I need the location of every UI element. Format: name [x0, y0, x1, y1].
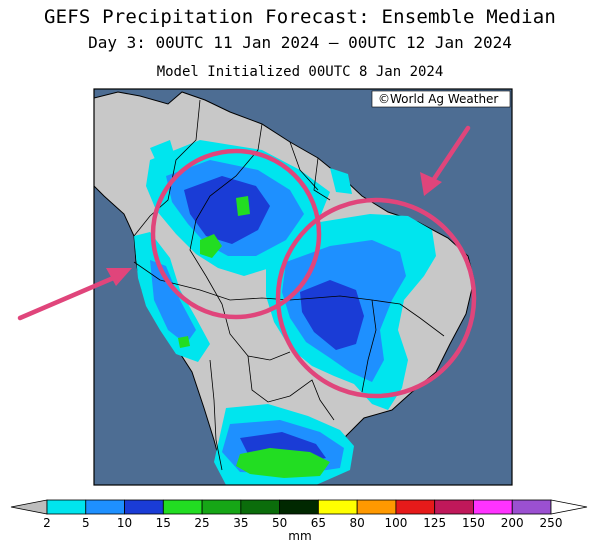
legend-tick-label: 25	[194, 516, 209, 530]
credit-box	[371, 90, 511, 108]
legend-swatch	[473, 499, 513, 515]
arrow-from-pacific	[17, 273, 121, 321]
legend-tick-label: 35	[233, 516, 248, 530]
legend-tick-label: 250	[540, 516, 563, 530]
legend-over-arrow	[550, 499, 588, 515]
legend-tick-label: 15	[156, 516, 171, 530]
legend-tick-label: 200	[501, 516, 524, 530]
legend-swatch	[356, 499, 397, 515]
valid-period: Day 3: 00UTC 11 Jan 2024 — 00UTC 12 Jan …	[88, 33, 512, 52]
legend-under-arrow	[10, 499, 48, 515]
legend-swatch	[124, 499, 164, 515]
legend-swatch	[279, 499, 319, 515]
legend-swatch	[201, 499, 242, 515]
legend-tick-label: 10	[117, 516, 132, 530]
legend-tick-label: 150	[462, 516, 485, 530]
arrow-from-atlantic	[429, 125, 471, 185]
central-brazil-circle	[275, 197, 477, 399]
legend-tick-label: 125	[423, 516, 446, 530]
precip-very-heavy	[178, 196, 330, 478]
legend-swatch	[395, 499, 436, 515]
legend-tick-label: 65	[311, 516, 326, 530]
legend-swatch	[85, 499, 125, 515]
annotations	[17, 125, 477, 399]
legend-swatch	[240, 499, 281, 515]
legend-swatch	[46, 499, 87, 515]
legend-tick-label: 50	[272, 516, 287, 530]
legend-tick-label: 2	[43, 516, 51, 530]
legend-tick-label: 80	[350, 516, 365, 530]
legend-tick-label: 5	[82, 516, 90, 530]
arrow-from-atlantic-head	[420, 172, 442, 196]
legend-tick-label: 100	[384, 516, 407, 530]
chart-title: GEFS Precipitation Forecast: Ensemble Me…	[43, 6, 557, 28]
legend-swatch	[162, 499, 203, 515]
arrow-from-pacific-head	[106, 268, 132, 286]
credit-text: ©World Ag Weather	[378, 92, 498, 106]
legend-unit: mm	[288, 529, 311, 543]
northwest-amazon-circle	[150, 148, 322, 320]
legend-swatch	[434, 499, 474, 515]
init-time: Model Initialized 00UTC 8 Jan 2024	[156, 64, 444, 80]
legend-swatch	[511, 499, 552, 515]
legend-swatch	[317, 499, 358, 515]
